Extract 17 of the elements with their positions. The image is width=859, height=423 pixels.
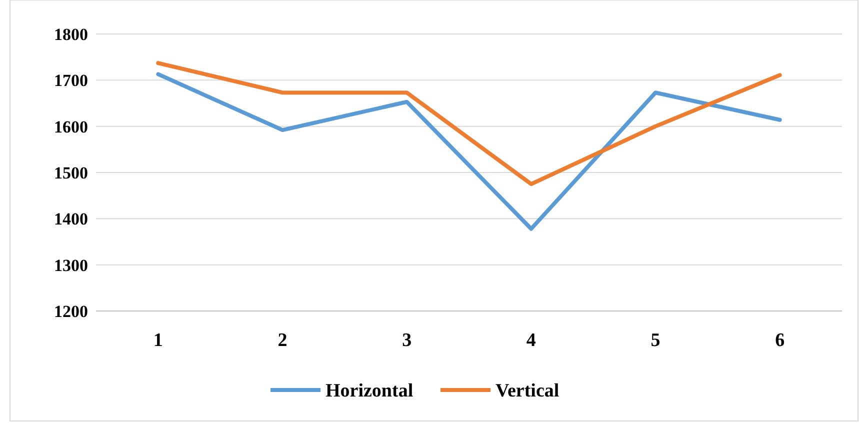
y-tick-label: 1500 [54, 163, 88, 182]
y-tick-label: 1300 [54, 256, 88, 275]
x-tick-label: 4 [526, 330, 536, 351]
y-tick-label: 1800 [54, 24, 88, 44]
x-tick-label: 6 [775, 330, 785, 351]
y-tick-label: 1200 [54, 302, 88, 321]
legend-label: Horizontal [326, 380, 414, 402]
line-series [156, 61, 782, 186]
x-tick-label: 5 [650, 330, 660, 351]
y-tick-label: 1400 [54, 210, 88, 229]
y-tick-label: 1600 [54, 117, 88, 136]
x-tick-label: 1 [153, 330, 163, 351]
legend-label: Vertical [496, 380, 560, 402]
x-tick-label: 2 [278, 330, 288, 351]
line-series [156, 72, 782, 231]
x-tick-label: 3 [402, 330, 412, 351]
y-tick-label: 1700 [54, 71, 88, 90]
